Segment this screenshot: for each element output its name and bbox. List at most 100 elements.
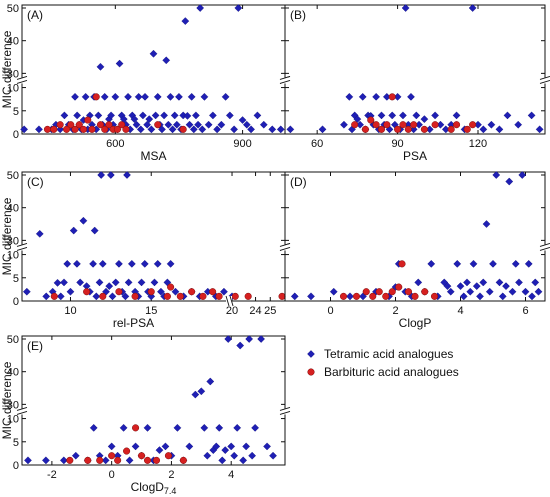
tetramic-point <box>170 111 179 120</box>
y-tick-label: 10 <box>7 250 19 262</box>
barbituric-point <box>209 288 217 296</box>
tetramic-point <box>269 451 277 460</box>
barbituric-point <box>84 456 92 464</box>
barbituric-point <box>377 125 386 133</box>
y-tick-label: 10 <box>7 414 19 426</box>
tetramic-point <box>225 111 234 120</box>
barbituric-point <box>463 125 471 133</box>
x-tick-label: 900 <box>233 138 251 150</box>
tetramic-point <box>528 292 536 301</box>
barbituric-point <box>99 292 107 300</box>
x-tick-label: 20 <box>226 305 238 317</box>
y-tick-label: 5 <box>13 106 19 118</box>
tetramic-point <box>108 292 117 301</box>
axis-break-mark <box>279 243 291 251</box>
x-tick-label: 2 <box>392 305 398 317</box>
tetramic-point <box>253 111 262 120</box>
tetramic-point <box>412 111 421 120</box>
axis-break-mark <box>279 407 291 415</box>
barbituric-point <box>167 283 175 291</box>
tetramic-point <box>66 287 75 296</box>
barbituric-point <box>50 292 58 300</box>
series-tetramic <box>24 335 277 465</box>
tetramic-point <box>535 125 544 134</box>
tetramic-point <box>131 442 140 451</box>
tetramic-point <box>487 120 496 129</box>
barbituric-point <box>154 121 162 129</box>
tetramic-point <box>132 120 141 129</box>
tetramic-point <box>489 259 497 268</box>
tetramic-point <box>147 125 156 134</box>
tetramic-point <box>213 125 222 134</box>
tetramic-point <box>482 220 491 228</box>
legend-label: Barbituric acid analogues <box>324 365 459 379</box>
tetramic-point <box>238 116 247 124</box>
tetramic-point <box>427 259 436 268</box>
tetramic-point <box>340 120 348 129</box>
tetramic-point <box>524 259 533 268</box>
tetramic-point <box>399 111 407 120</box>
panel-label: (B) <box>290 8 306 22</box>
barbituric-point <box>43 125 52 133</box>
barbituric-point <box>62 125 71 133</box>
tetramic-point <box>372 92 381 101</box>
y-tick-label: 5 <box>13 437 19 449</box>
tetramic-point <box>242 120 251 129</box>
tetramic-point <box>124 278 133 287</box>
tetramic-point <box>476 292 484 301</box>
tetramic-point <box>191 390 200 399</box>
x-tick-label: 2 <box>168 469 174 481</box>
tetramic-point <box>345 92 354 101</box>
tetramic-point <box>268 125 277 134</box>
tetramic-point <box>134 92 143 101</box>
y-tick-label: 0 <box>13 296 19 308</box>
tetramic-point <box>185 120 194 129</box>
tetramic-point <box>59 456 68 465</box>
y-tick-label: 40 <box>7 203 19 215</box>
tetramic-point <box>95 278 104 287</box>
tetramic-point <box>73 259 81 268</box>
tetramic-point <box>388 111 397 120</box>
tetramic-point <box>472 282 481 291</box>
barbituric-point <box>143 456 152 464</box>
series-barbituric <box>66 424 187 464</box>
x-axis-label: ClogD7.4 <box>131 480 177 496</box>
tetramic-point <box>173 423 182 432</box>
tetramic-point <box>469 259 478 268</box>
y-axis-label: MIC difference <box>0 361 14 439</box>
barbituric-point <box>430 292 439 300</box>
y-axis-label: MIC difference <box>0 30 14 108</box>
barbituric-point <box>278 292 286 300</box>
barbituric-point <box>108 452 116 460</box>
tetramic-point <box>518 171 527 179</box>
tetramic-point <box>230 451 239 460</box>
tetramic-point <box>60 278 68 287</box>
barbituric-point <box>398 260 406 268</box>
barbituric-point <box>395 283 403 291</box>
barbituric-point <box>163 292 171 300</box>
tetramic-point <box>71 451 80 460</box>
tetramic-point <box>196 4 205 12</box>
x-tick-label: 0 <box>327 305 333 317</box>
x-tick-label: 15 <box>145 305 157 317</box>
tetramic-point <box>209 111 217 120</box>
x-axis-label: PSA <box>403 149 427 163</box>
tetramic-point <box>251 423 259 432</box>
x-tick-label: 10 <box>64 305 76 317</box>
tetramic-point <box>130 115 139 124</box>
tetramic-point <box>181 17 190 25</box>
series-barbituric <box>50 283 286 300</box>
tetramic-point <box>459 292 468 301</box>
tetramic-point <box>161 442 170 451</box>
barbituric-point <box>105 121 113 129</box>
barbituric-point <box>132 424 140 432</box>
plot-frame <box>21 335 286 466</box>
tetramic-point <box>153 259 162 268</box>
y-tick-label: 30 <box>7 399 19 411</box>
x-tick-label: 60 <box>311 138 323 150</box>
tetramic-point <box>143 120 152 129</box>
y-tick-label: 30 <box>7 68 19 80</box>
series-barbituric <box>351 93 477 133</box>
tetramic-point <box>107 111 115 120</box>
